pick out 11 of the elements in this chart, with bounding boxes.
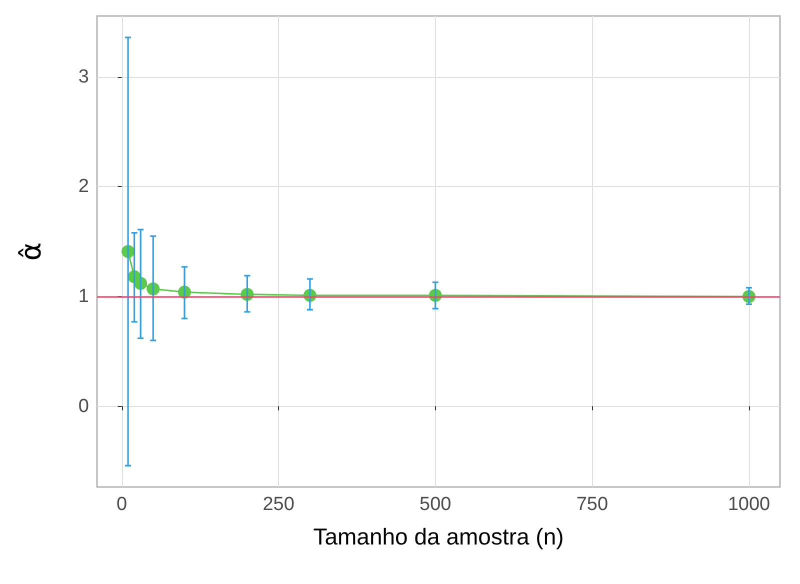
y-tick-label: 1 <box>78 286 89 308</box>
x-tick-label: 1000 <box>728 494 770 515</box>
y-tick-label: 3 <box>78 66 89 88</box>
y-tick-label: 0 <box>78 396 89 417</box>
x-tick-label: 250 <box>262 494 294 515</box>
y-tick-label: 2 <box>78 176 89 198</box>
x-axis-title: Tamanho da amostra (n) <box>313 524 564 550</box>
x-tick-label: 500 <box>420 494 452 515</box>
x-tick-label: 750 <box>576 494 608 515</box>
y-axis-title: α̂ <box>14 242 48 261</box>
x-tick-label: 0 <box>116 494 128 515</box>
